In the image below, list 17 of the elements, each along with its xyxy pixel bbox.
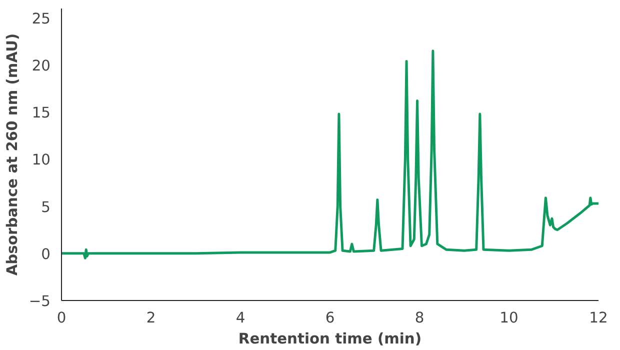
y-tick-label: 10 (32, 152, 51, 169)
x-axis-title: Rentention time (min) (238, 330, 422, 348)
y-tick-label: 15 (32, 104, 51, 122)
x-tick-label: 10 (500, 310, 518, 326)
x-tick-label: 8 (414, 310, 424, 326)
y-tick-label: 25 (32, 10, 51, 28)
y-tick-label: 5 (41, 198, 51, 216)
line-series (62, 50, 598, 260)
y-tick-label: 20 (32, 58, 51, 75)
x-tick-label: 4 (236, 310, 246, 326)
y-axis-title: Absorbance at 260 nm (mAU) (4, 33, 21, 276)
x-tick-label: 2 (146, 310, 156, 326)
y-tick-label: −5 (28, 293, 51, 310)
y-tick-label: 0 (41, 246, 51, 263)
x-tick-label: 0 (56, 310, 66, 326)
x-tick-label: 6 (325, 310, 335, 326)
x-tick-label: 12 (589, 310, 608, 326)
